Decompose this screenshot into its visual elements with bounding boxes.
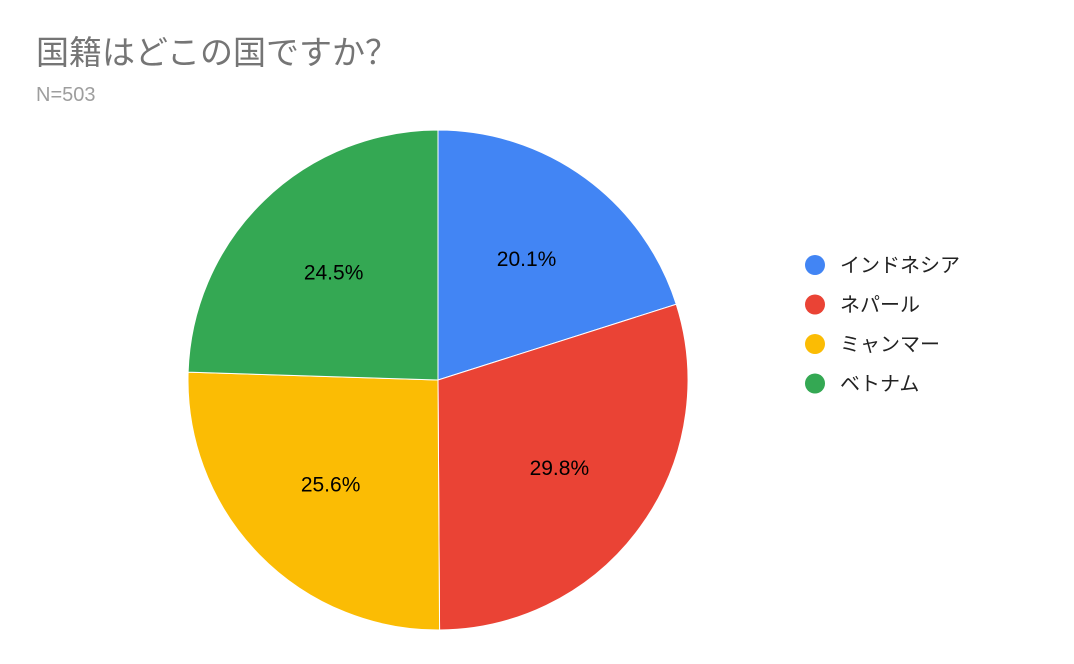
pie-slice	[187, 129, 439, 381]
legend-label: ネパール	[840, 293, 920, 317]
pie-slice	[437, 303, 689, 631]
pie-slice	[437, 129, 677, 381]
legend-label: ミャンマー	[840, 332, 940, 356]
chart-title: 国籍はどこの国ですか？	[36, 33, 399, 72]
chart-subtitle: N=503	[36, 84, 96, 106]
legend-marker	[805, 373, 825, 394]
legend-marker	[805, 334, 825, 354]
legend-marker	[805, 255, 825, 275]
pie-slice	[187, 371, 441, 631]
legend-marker	[805, 294, 825, 315]
legend-label: ベトナム	[840, 372, 919, 396]
slice-data-label: 24.5%	[304, 261, 364, 284]
slice-data-label: 20.1%	[497, 248, 557, 271]
slice-data-label: 29.8%	[530, 457, 590, 480]
slice-data-label: 25.6%	[301, 474, 361, 497]
legend-label: インドネシア	[840, 253, 960, 277]
